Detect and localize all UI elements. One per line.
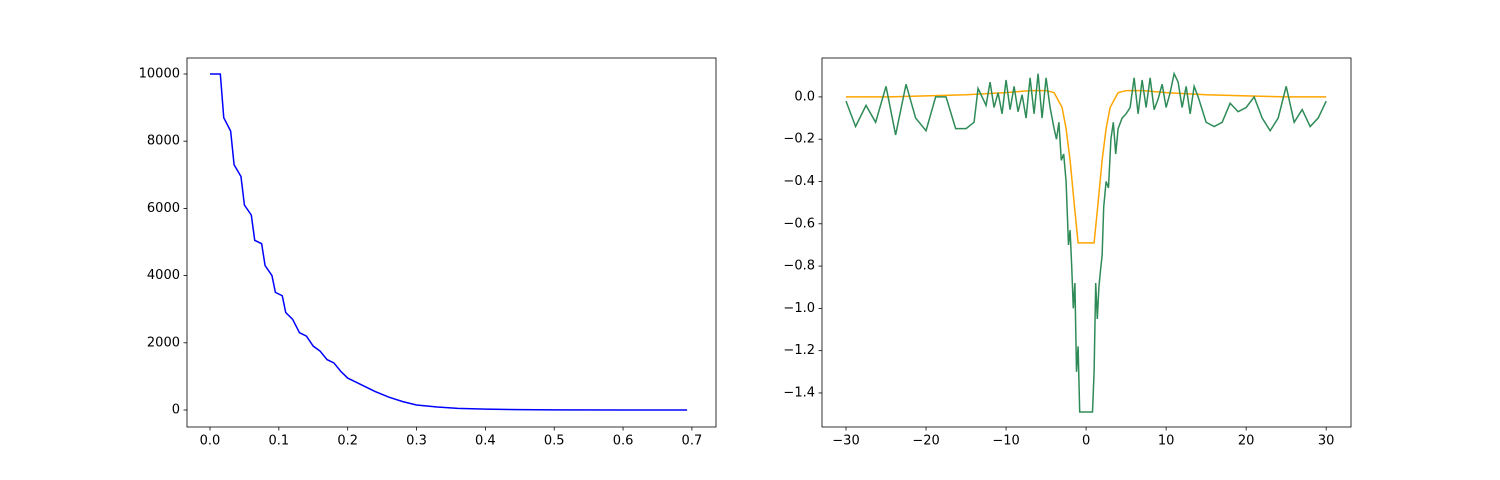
y-tick-label: −0.8 [783,259,815,274]
y-tick-label: 0 [172,402,180,417]
x-tick-label: 0.3 [406,434,427,449]
x-tick-label: 10 [1158,434,1175,449]
x-tick-label: 0.6 [613,434,634,449]
x-tick-label: 0.7 [682,434,703,449]
data-line [209,73,688,411]
plot-area [187,58,716,427]
y-tick-label: −1.0 [783,301,815,316]
y-tick-label: −0.6 [783,216,815,231]
y-tick-label: 8000 [147,134,180,149]
data-line [845,71,1327,413]
x-tick-label: −30 [832,434,859,449]
x-tick-label: 20 [1238,434,1255,449]
x-tick-label: 0 [1082,434,1090,449]
x-tick-label: 0.5 [544,434,565,449]
y-tick-label: −1.4 [783,385,815,400]
y-tick-label: 6000 [147,201,180,216]
y-tick-label: −0.4 [783,174,815,189]
y-tick-label: 0.0 [794,89,815,104]
axes-frame [821,57,1352,428]
data-line [846,89,1327,244]
y-tick-label: 2000 [147,335,180,350]
y-tick-label: −0.2 [783,132,815,147]
x-tick-label: −20 [912,434,939,449]
y-tick-label: 10000 [139,66,180,81]
x-tick-label: 0.4 [475,434,496,449]
y-tick-label: −1.2 [783,343,815,358]
x-tick-label: 0.2 [337,434,358,449]
x-tick-label: 0.1 [268,434,289,449]
x-tick-label: −10 [992,434,1019,449]
x-tick-label: 30 [1318,434,1335,449]
y-tick-label: 4000 [147,268,180,283]
axes-frame [186,57,717,428]
x-tick-label: 0.0 [200,434,221,449]
